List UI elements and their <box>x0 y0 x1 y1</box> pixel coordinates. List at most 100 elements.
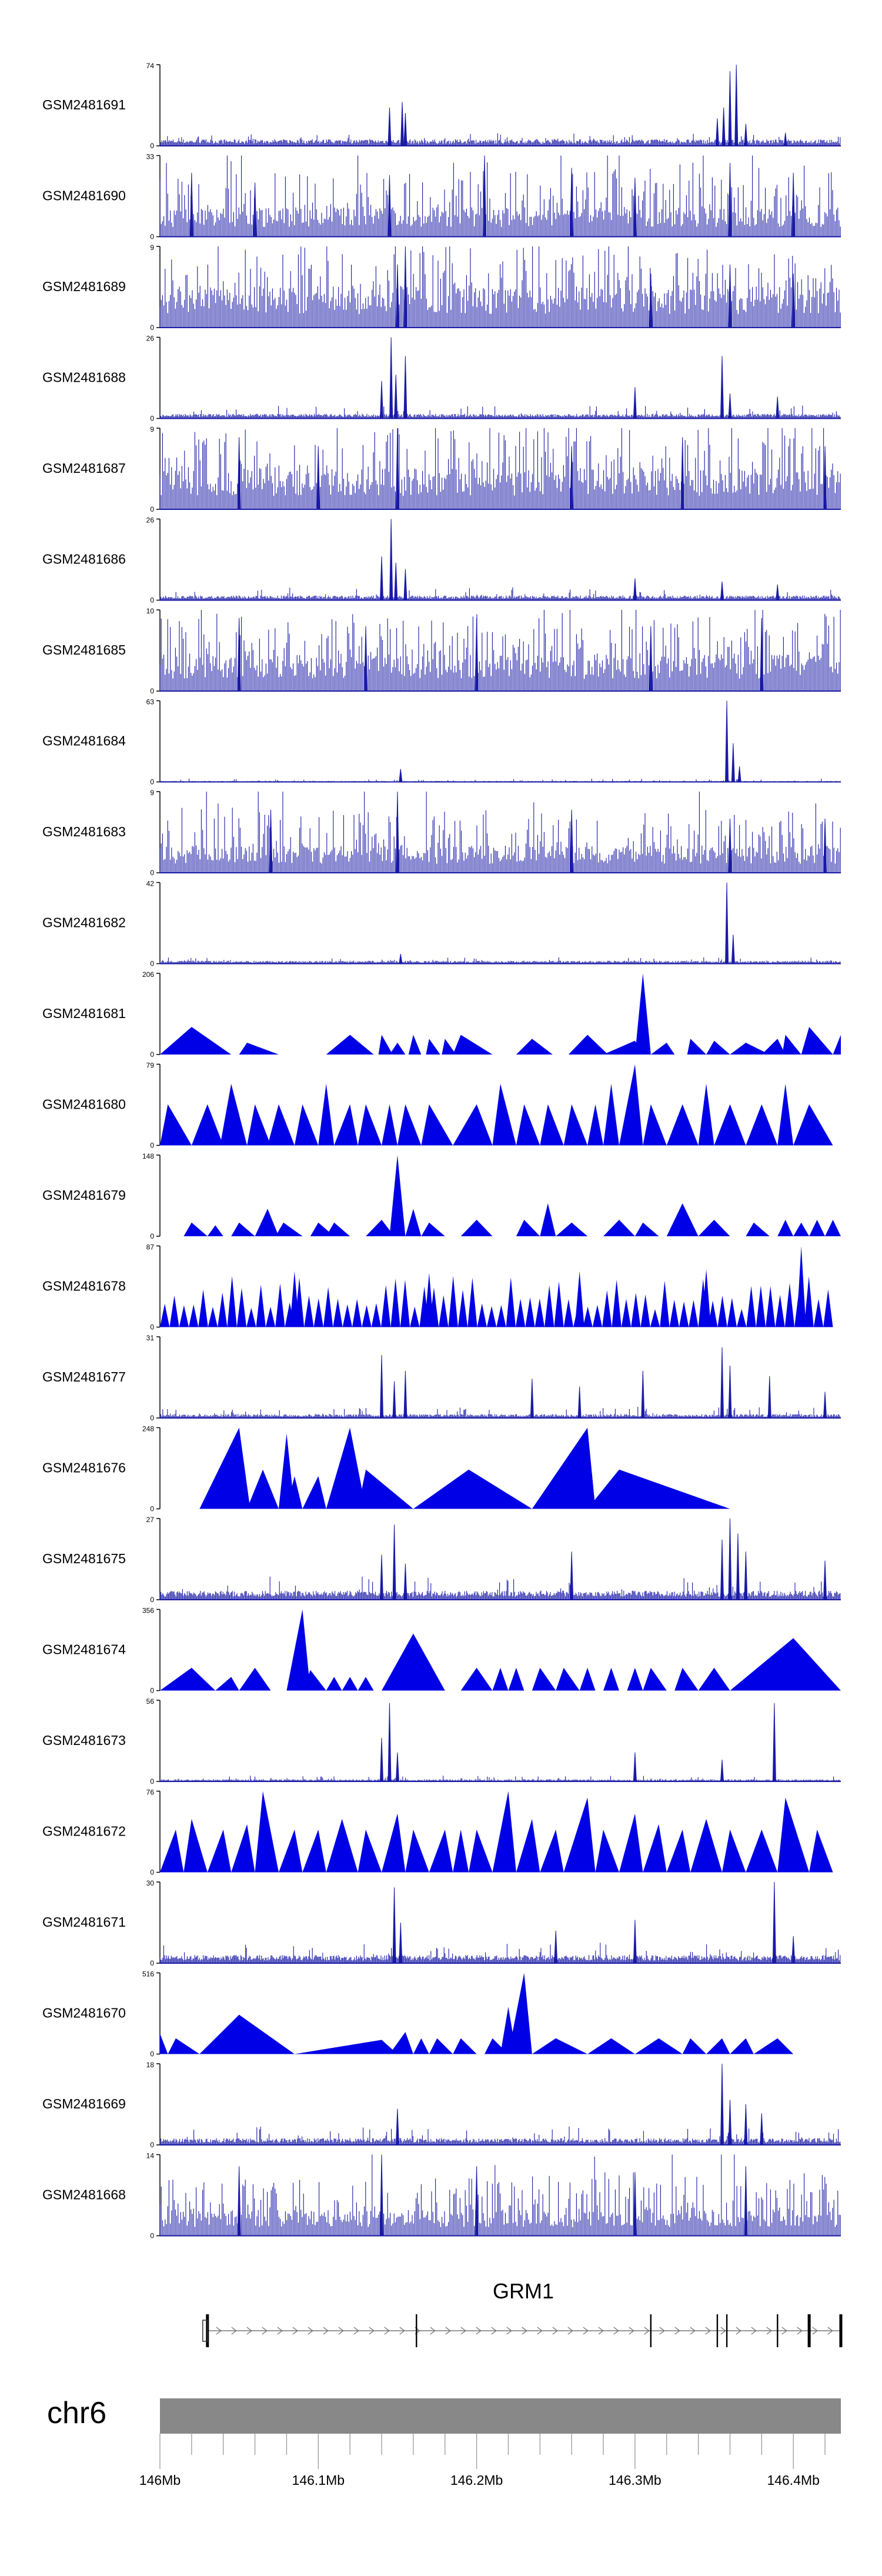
track-name-label: GSM2481676 <box>42 1460 126 1476</box>
coverage-peak <box>720 1760 724 1782</box>
coverage-peak <box>621 1299 632 1327</box>
coverage-peak <box>405 1829 429 1873</box>
y-zero-label: 0 <box>150 1687 154 1695</box>
coverage-peak <box>772 1703 776 1782</box>
coverage-signal <box>159 2126 841 2145</box>
track-GSM2481675: GSM2481675 27 0 <box>42 1516 841 1604</box>
coverage-peak <box>467 1277 477 1327</box>
coverage-peak <box>358 1104 382 1146</box>
coverage-peak <box>727 1297 737 1327</box>
y-zero-label: 0 <box>150 1505 154 1513</box>
coverage-peak <box>804 1276 814 1327</box>
strand-arrow-icon <box>827 2327 833 2335</box>
y-max-label: 42 <box>146 880 155 888</box>
coverage-peak <box>397 1104 422 1146</box>
coverage-peak <box>389 1042 406 1055</box>
coverage-peak <box>403 246 407 328</box>
coverage-peak <box>728 1365 732 1419</box>
track-GSM2481686: GSM2481686 26 0 <box>42 516 841 605</box>
coverage-peak <box>442 1039 456 1055</box>
coverage-peak <box>666 1104 699 1146</box>
coverage-peak <box>253 182 257 237</box>
coverage-peak <box>286 1609 310 1691</box>
coverage-peak <box>640 1294 650 1327</box>
coverage-peak <box>796 1246 806 1327</box>
coverage-peak <box>342 1304 353 1327</box>
coverage-peak <box>382 1104 397 1146</box>
coverage-peak <box>660 1280 670 1327</box>
strand-arrow-icon <box>736 2327 741 2335</box>
strand-arrow-icon <box>216 2327 222 2335</box>
coverage-peak <box>793 1222 810 1236</box>
coverage-peak <box>342 1677 358 1691</box>
coverage-peak <box>649 626 653 692</box>
coverage-peak <box>381 1284 391 1327</box>
coverage-peak <box>227 1276 237 1327</box>
coverage-peak <box>506 1277 516 1327</box>
strand-arrow-icon <box>522 2327 527 2335</box>
coverage-signal <box>159 1776 841 1781</box>
coverage-peak <box>516 1104 540 1146</box>
coverage-peak <box>540 1203 556 1236</box>
y-max-label: 63 <box>146 698 155 706</box>
coverage-peak <box>782 1035 801 1055</box>
gene-exon <box>807 2314 811 2347</box>
coverage-peak <box>380 2154 384 2236</box>
track-GSM2481689: GSM2481689 9 0 <box>42 243 841 332</box>
coverage-peak <box>725 882 729 964</box>
coverage-peak <box>215 1677 239 1691</box>
coverage-peak <box>413 1469 532 1509</box>
coverage-peak <box>358 1469 413 1509</box>
coverage-peak <box>392 1524 396 1600</box>
coverage-peak <box>720 1539 724 1600</box>
coverage-peak <box>587 2038 635 2054</box>
coverage-peak <box>392 1381 396 1419</box>
coverage-peak <box>744 124 748 146</box>
track-name-label: GSM2481669 <box>42 2096 126 2111</box>
strand-arrow-icon <box>430 2327 436 2335</box>
coverage-peak <box>198 1289 208 1327</box>
coverage-peak <box>323 1287 333 1327</box>
coverage-peak <box>189 1304 199 1327</box>
coverage-peak <box>403 569 407 600</box>
coverage-peak <box>734 64 739 146</box>
coverage-peak <box>525 1297 535 1327</box>
coverage-peak <box>516 1818 540 1873</box>
coverage-peak <box>687 1039 707 1055</box>
coverage-peak <box>255 1209 279 1236</box>
coverage-peak <box>720 356 724 419</box>
coverage-peak <box>160 1829 184 1873</box>
coverage-peak <box>208 1306 218 1327</box>
coverage-peak <box>698 1083 714 1146</box>
y-zero-label: 0 <box>150 596 154 605</box>
coverage-peak <box>682 2038 707 2054</box>
coverage-peak <box>813 1299 824 1327</box>
coverage-peak <box>650 1042 675 1055</box>
y-max-label: 30 <box>146 1879 155 1887</box>
coverage-peak <box>717 1295 727 1327</box>
coverage-peak <box>825 1220 841 1236</box>
coverage-peak <box>231 1222 255 1236</box>
coverage-peak <box>389 337 393 419</box>
y-zero-label: 0 <box>150 2141 154 2149</box>
coverage-peak <box>679 1302 689 1327</box>
coverage-peak <box>475 2166 479 2236</box>
coverage-peak <box>744 2166 748 2236</box>
coverage-peak <box>389 1155 406 1236</box>
coverage-signal <box>159 133 841 146</box>
coverage-peak <box>587 1104 604 1146</box>
track-GSM2481683: GSM2481683 9 0 <box>42 789 841 877</box>
track-name-label: GSM2481677 <box>42 1369 126 1384</box>
track-name-label: GSM2481672 <box>42 1824 126 1839</box>
coverage-peak <box>720 1347 724 1419</box>
track-name-label: GSM2481690 <box>42 188 126 203</box>
track-GSM2481673: GSM2481673 56 0 <box>42 1697 841 1786</box>
coverage-peak <box>160 2033 168 2054</box>
coverage-peak <box>619 1064 643 1146</box>
coverage-peak <box>530 1379 534 1419</box>
coverage-peak <box>776 584 780 600</box>
coverage-peak <box>405 1209 422 1236</box>
track-name-label: GSM2481674 <box>42 1642 126 1657</box>
track-GSM2481677: GSM2481677 31 0 <box>42 1334 841 1422</box>
track-GSM2481668: GSM2481668 14 0 <box>42 2152 841 2240</box>
